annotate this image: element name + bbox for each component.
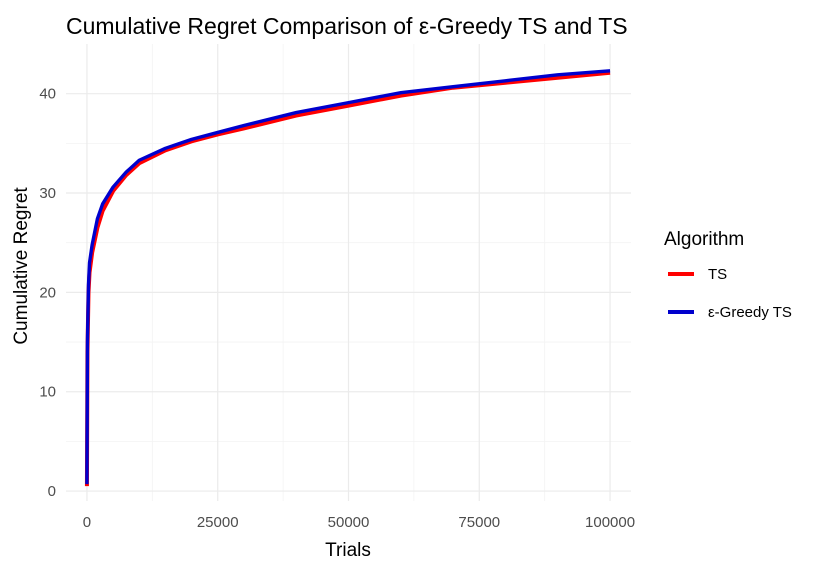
y-axis-title: Cumulative Regret [11,187,32,345]
y-tick-label: 20 [39,284,56,301]
y-tick-label: 40 [39,86,56,103]
x-tick-label: 50000 [328,514,370,531]
x-axis-title: Trials [325,540,371,561]
legend-label-ts: TS [708,266,727,283]
legend-entries: TS ε-Greedy TS [668,266,792,321]
x-tick-label: 100000 [585,514,635,531]
y-axis-ticks: 0 10 20 30 40 [39,86,56,500]
x-tick-label: 25000 [197,514,239,531]
y-tick-label: 10 [39,384,56,401]
chart-title: Cumulative Regret Comparison of ε-Greedy… [66,13,628,39]
series-line-epsilon-greedy-ts [85,69,611,485]
y-tick-label: 30 [39,185,56,202]
legend: Algorithm TS ε-Greedy TS [664,229,792,321]
gridlines [66,44,631,501]
x-axis-ticks: 0 25000 50000 75000 100000 [83,514,635,531]
y-tick-label: 0 [48,483,56,500]
legend-label-epsilon-greedy-ts: ε-Greedy TS [708,304,792,321]
series-lines [84,69,611,487]
x-tick-label: 0 [83,514,91,531]
legend-title: Algorithm [664,229,744,250]
x-tick-label: 75000 [458,514,500,531]
